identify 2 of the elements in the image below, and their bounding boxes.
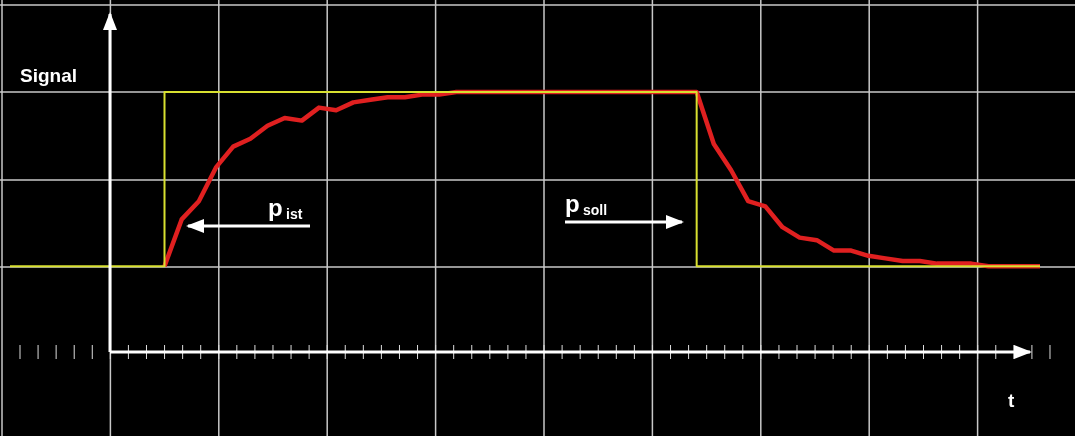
x-axis-title: t bbox=[1008, 390, 1015, 411]
y-axis-title: Signal bbox=[20, 65, 78, 86]
